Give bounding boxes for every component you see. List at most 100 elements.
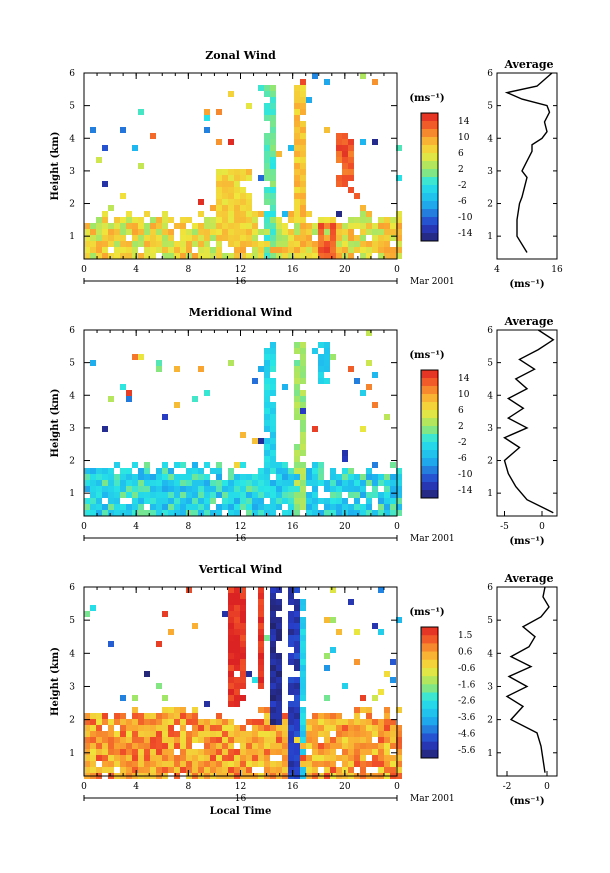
heatmap-cell (372, 749, 378, 755)
heatmap-cell (186, 492, 192, 498)
heatmap-cell (372, 223, 378, 229)
heatmap-cell (264, 635, 270, 641)
heatmap-cell (234, 689, 240, 695)
heatmap-cell (84, 725, 90, 731)
heatmap-cell (300, 402, 306, 408)
heatmap-cell (198, 761, 204, 767)
heatmap-cell (294, 241, 300, 247)
heatmap-cell (264, 480, 270, 486)
heatmap-cell (258, 743, 264, 749)
heatmap-cell (354, 492, 360, 498)
heatmap-cell (96, 504, 102, 510)
x-tick-label: 20 (339, 265, 351, 275)
heatmap-cell (204, 115, 210, 121)
heatmap-cell (252, 247, 258, 253)
heatmap-cell (162, 749, 168, 755)
heatmap-cell (198, 767, 204, 773)
y-tick-label: 3 (69, 682, 75, 692)
heatmap-cell (330, 767, 336, 773)
heatmap-cell (366, 474, 372, 480)
date-day-label: 16 (235, 277, 247, 287)
heatmap-cell (228, 731, 234, 737)
heatmap-cell (294, 223, 300, 229)
heatmap-cell (264, 223, 270, 229)
heatmap-cell (276, 223, 282, 229)
heatmap-cell (270, 390, 276, 396)
heatmap-cell (156, 504, 162, 510)
heatmap-cell (270, 683, 276, 689)
heatmap-cell (84, 241, 90, 247)
heatmap-cell (150, 749, 156, 755)
heatmap-cell (246, 719, 252, 725)
heatmap-cell (84, 767, 90, 773)
heatmap-cell (288, 587, 294, 593)
heatmap-cell (354, 510, 360, 516)
heatmap-cell (270, 617, 276, 623)
heatmap-cell (114, 235, 120, 241)
heatmap-cell (342, 468, 348, 474)
heatmap-cell (270, 235, 276, 241)
heatmap-cell (90, 731, 96, 737)
heatmap-cell (96, 731, 102, 737)
heatmap-cell (222, 761, 228, 767)
heatmap-cell (162, 223, 168, 229)
heatmap-cell (396, 145, 402, 151)
heatmap-cell (198, 486, 204, 492)
heatmap-cell (372, 486, 378, 492)
heatmap-cell (108, 205, 114, 211)
heatmap-cell (204, 725, 210, 731)
colorbar-tick-label: 1.5 (458, 631, 473, 641)
colorbar-frame (420, 112, 439, 242)
heatmap-cell (96, 749, 102, 755)
colorbar-swatch (421, 635, 438, 644)
heatmap-cell (396, 743, 402, 749)
heatmap-cell (210, 743, 216, 749)
date-month-label: Mar 2001 (410, 794, 455, 804)
heatmap-cell (234, 593, 240, 599)
heatmap-cell (216, 719, 222, 725)
heatmap-cell (138, 241, 144, 247)
heatmap-cell (282, 247, 288, 253)
heatmap-cell (138, 498, 144, 504)
heatmap-cell (288, 211, 294, 217)
colorbar-swatch (421, 725, 438, 734)
heatmap-cell (378, 229, 384, 235)
colorbar-swatch (421, 378, 438, 387)
colorbar-swatch (421, 659, 438, 669)
heatmap-cell (240, 247, 246, 253)
heatmap-cell (168, 707, 174, 713)
heatmap-cell (234, 462, 240, 468)
heatmap-cell (336, 474, 342, 480)
heatmap-cell (198, 498, 204, 504)
heatmap-cell (240, 187, 246, 193)
heatmap-cell (300, 492, 306, 498)
profile-y-tick-label: 3 (487, 682, 493, 692)
heatmap-cell (342, 247, 348, 253)
heatmap-cell (318, 235, 324, 241)
heatmap-cell (120, 755, 126, 761)
heatmap-cell (294, 127, 300, 133)
heatmap-cell (234, 474, 240, 480)
average-title: Average (503, 315, 553, 328)
heatmap-cell (90, 492, 96, 498)
heatmap-cell (120, 468, 126, 474)
heatmap-cell (228, 677, 234, 683)
x-tick-label: 0 (81, 782, 87, 792)
heatmap-cell (390, 235, 396, 241)
heatmap-cell (216, 187, 222, 193)
heatmap-cell (222, 480, 228, 486)
heatmap-cell (396, 492, 402, 498)
heatmap-cell (90, 127, 96, 133)
heatmap-cell (126, 749, 132, 755)
heatmap-cell (114, 241, 120, 247)
heatmap-cell (342, 737, 348, 743)
heatmap-cell (120, 217, 126, 223)
heatmap-cell (228, 737, 234, 743)
heatmap-cell (336, 211, 342, 217)
heatmap-cell (348, 253, 354, 259)
y-tick-label: 2 (69, 716, 75, 726)
heatmap-cell (132, 480, 138, 486)
heatmap-cell (348, 229, 354, 235)
colorbar-swatch (421, 177, 438, 186)
heatmap-cell (210, 486, 216, 492)
